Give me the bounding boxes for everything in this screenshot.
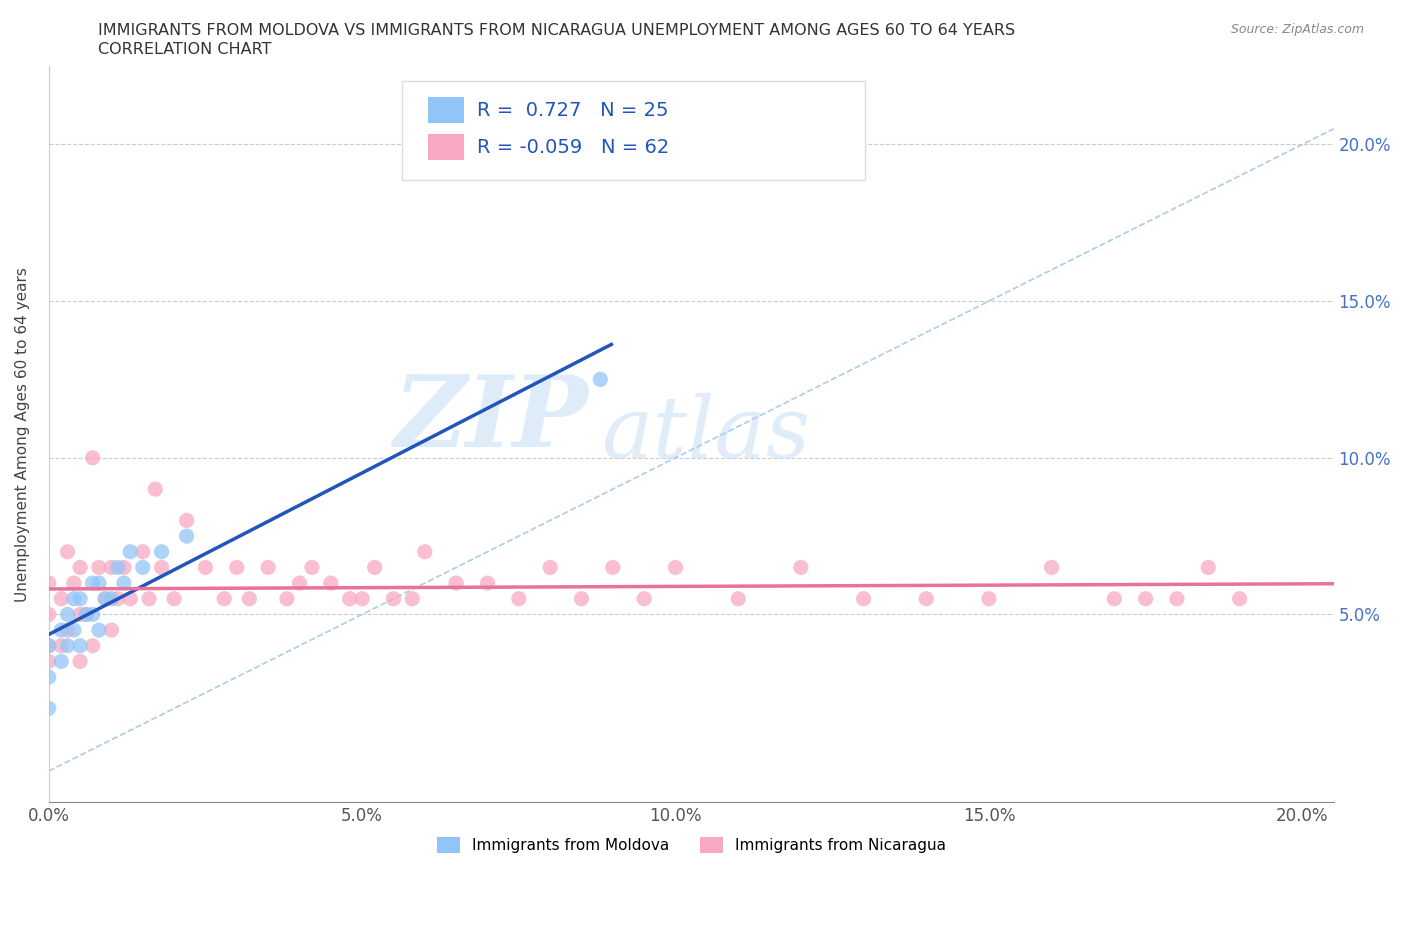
Point <box>602 560 624 575</box>
Point <box>120 591 142 606</box>
Point <box>150 560 173 575</box>
Y-axis label: Unemployment Among Ages 60 to 64 years: Unemployment Among Ages 60 to 64 years <box>15 267 30 602</box>
Point <box>56 638 79 653</box>
Point <box>163 591 186 606</box>
Point <box>225 560 247 575</box>
Point <box>150 544 173 559</box>
Point <box>664 560 686 575</box>
Point <box>82 638 104 653</box>
Point <box>977 591 1000 606</box>
Point <box>107 591 129 606</box>
Point <box>38 654 60 669</box>
Point <box>1229 591 1251 606</box>
Point <box>69 560 91 575</box>
Point <box>94 591 117 606</box>
Point <box>63 591 86 606</box>
Point <box>143 482 166 497</box>
Point <box>339 591 361 606</box>
Point <box>87 623 110 638</box>
Text: CORRELATION CHART: CORRELATION CHART <box>98 42 271 57</box>
Point <box>132 560 155 575</box>
Point <box>238 591 260 606</box>
Point <box>413 544 436 559</box>
Point <box>51 654 73 669</box>
Point <box>257 560 280 575</box>
Point <box>51 591 73 606</box>
Text: R =  0.727   N = 25: R = 0.727 N = 25 <box>477 100 668 120</box>
Point <box>69 654 91 669</box>
Point <box>301 560 323 575</box>
Point <box>288 576 311 591</box>
Point <box>727 591 749 606</box>
Point <box>401 591 423 606</box>
Point <box>82 450 104 465</box>
Point <box>382 591 405 606</box>
Point <box>38 638 60 653</box>
Point <box>319 576 342 591</box>
Point <box>69 638 91 653</box>
Point <box>75 607 97 622</box>
Point <box>63 623 86 638</box>
Point <box>1166 591 1188 606</box>
FancyBboxPatch shape <box>402 81 865 180</box>
Point <box>538 560 561 575</box>
Point <box>352 591 374 606</box>
Text: Source: ZipAtlas.com: Source: ZipAtlas.com <box>1230 23 1364 36</box>
Point <box>38 607 60 622</box>
Point <box>56 544 79 559</box>
Point <box>276 591 298 606</box>
Point <box>63 576 86 591</box>
Point <box>82 576 104 591</box>
Point <box>38 638 60 653</box>
Point <box>107 560 129 575</box>
Point <box>176 528 198 543</box>
Text: atlas: atlas <box>602 393 810 475</box>
Point <box>51 638 73 653</box>
Point <box>477 576 499 591</box>
Bar <box>427 134 464 160</box>
Point <box>87 560 110 575</box>
Point <box>56 623 79 638</box>
Point <box>915 591 938 606</box>
Point <box>112 576 135 591</box>
Point <box>38 670 60 684</box>
Point <box>363 560 385 575</box>
Point <box>38 701 60 716</box>
Point <box>69 591 91 606</box>
Point <box>100 560 122 575</box>
Point <box>589 372 612 387</box>
Point <box>444 576 467 591</box>
Point <box>633 591 655 606</box>
Point <box>82 607 104 622</box>
Point <box>87 576 110 591</box>
Point <box>38 576 60 591</box>
Point <box>1040 560 1063 575</box>
Point <box>138 591 160 606</box>
Point <box>1135 591 1157 606</box>
Point <box>100 623 122 638</box>
Point <box>571 591 593 606</box>
Point <box>132 544 155 559</box>
Point <box>112 560 135 575</box>
Text: ZIP: ZIP <box>394 371 588 468</box>
Point <box>508 591 530 606</box>
Legend: Immigrants from Moldova, Immigrants from Nicaragua: Immigrants from Moldova, Immigrants from… <box>429 830 953 861</box>
Point <box>852 591 875 606</box>
Point <box>56 607 79 622</box>
Point <box>1104 591 1126 606</box>
Text: IMMIGRANTS FROM MOLDOVA VS IMMIGRANTS FROM NICARAGUA UNEMPLOYMENT AMONG AGES 60 : IMMIGRANTS FROM MOLDOVA VS IMMIGRANTS FR… <box>98 23 1015 38</box>
Point <box>51 623 73 638</box>
Point <box>1197 560 1219 575</box>
Point <box>69 607 91 622</box>
Point <box>212 591 235 606</box>
Text: R = -0.059   N = 62: R = -0.059 N = 62 <box>477 138 669 156</box>
Bar <box>427 97 464 123</box>
Point <box>120 544 142 559</box>
Point <box>194 560 217 575</box>
Point <box>100 591 122 606</box>
Point <box>176 513 198 528</box>
Point <box>75 607 97 622</box>
Point <box>790 560 813 575</box>
Point <box>94 591 117 606</box>
